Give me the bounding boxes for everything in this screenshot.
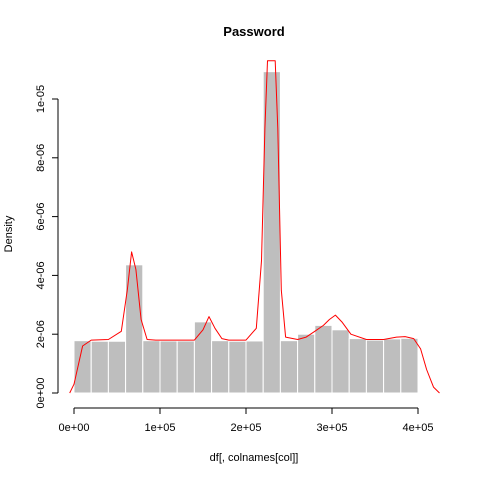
histogram-bar xyxy=(365,339,385,394)
y-axis-label: Density xyxy=(3,215,15,252)
x-tick-label: 0e+00 xyxy=(59,422,90,434)
density-curve-layer xyxy=(69,60,440,394)
x-tick-label: 3e+05 xyxy=(317,422,348,434)
histogram-bar xyxy=(383,338,402,394)
histogram-bar xyxy=(159,340,178,394)
x-axis: 0e+00 1e+05 2e+05 3e+05 4e+05 xyxy=(59,407,434,434)
density-curve xyxy=(69,60,440,394)
x-axis-label: df[, colnames[col]] xyxy=(210,452,299,464)
y-tick-label: 6e-06 xyxy=(35,203,47,231)
histogram-bar xyxy=(297,333,316,394)
y-tick-label: 1e-05 xyxy=(35,85,47,113)
y-axis: 0e+00 2e-06 4e-06 6e-06 8e-06 1e-05 xyxy=(35,85,59,409)
y-tick-label: 8e-06 xyxy=(35,144,47,172)
histogram-bar xyxy=(193,321,213,394)
histogram-bar xyxy=(331,329,350,394)
histogram-bar xyxy=(211,340,230,394)
chart-title: Password xyxy=(223,24,284,39)
histogram-bar xyxy=(90,340,109,394)
histogram-bar xyxy=(314,324,333,394)
histogram-bar xyxy=(142,340,161,394)
histogram-bar xyxy=(107,340,127,394)
histogram-bar xyxy=(279,340,299,394)
y-tick-label: 4e-06 xyxy=(35,261,47,289)
histogram-bar xyxy=(176,340,195,394)
histogram-bar xyxy=(73,340,92,394)
y-tick-label: 0e+00 xyxy=(35,378,47,409)
histogram-bar xyxy=(245,340,264,394)
histogram-bar xyxy=(228,340,247,394)
histogram-bar xyxy=(400,337,419,394)
x-tick-label: 4e+05 xyxy=(403,422,434,434)
x-tick-label: 2e+05 xyxy=(231,422,262,434)
y-tick-label: 2e-06 xyxy=(35,320,47,348)
bars-layer xyxy=(73,71,419,394)
x-tick-label: 1e+05 xyxy=(145,422,176,434)
histogram-bar xyxy=(348,338,367,394)
